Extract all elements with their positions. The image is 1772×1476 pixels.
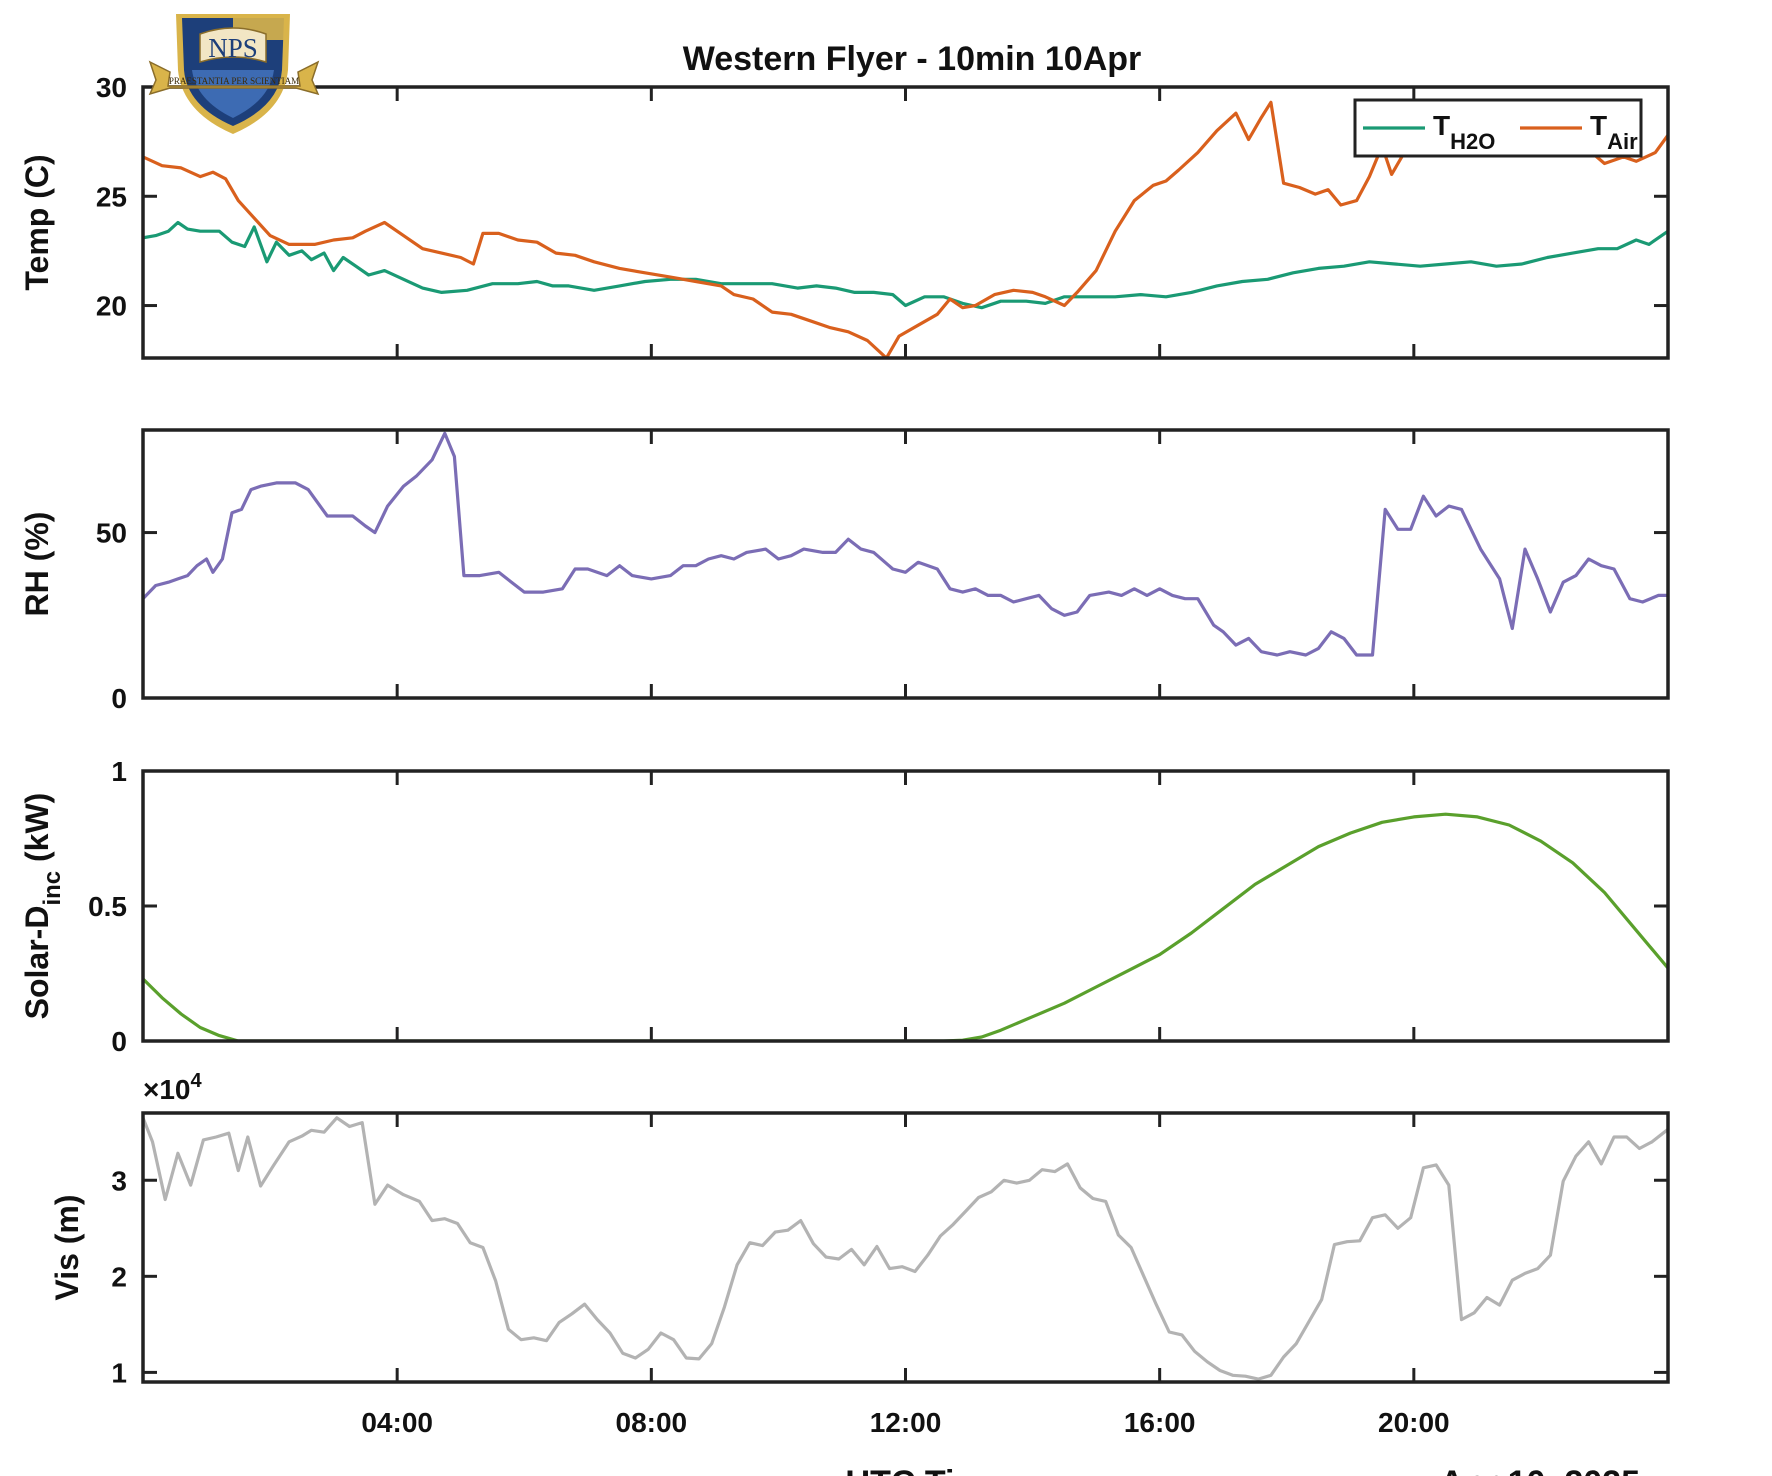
y-tick-label-temp: 25 <box>96 181 127 212</box>
panel-vis: 04:00 08:00 12:00 16:00 20:00 1 2 3 Vis (m) ×104 <box>49 1070 1670 1438</box>
axes-frame-vis <box>141 1111 1670 1384</box>
series-line-vis-0 <box>143 1116 1668 1381</box>
y-tick-label-vis: 1 <box>111 1357 127 1388</box>
logo-nps-scroll <box>199 27 267 64</box>
y-tick-label-solar: 0 <box>111 1026 127 1057</box>
axes-frame-solar <box>141 769 1670 1043</box>
y-tick-label-rh: 50 <box>96 518 127 549</box>
y-axis-label-vis: Vis (m) <box>49 1194 85 1300</box>
series-line-solar-0 <box>143 812 1668 1041</box>
logo-motto: PRAESTANTIA PER SCIENTIAM <box>169 76 299 86</box>
logo-text: NPS <box>208 33 258 63</box>
legend-label: TH2O <box>1433 110 1495 154</box>
series-line-rh-0 <box>143 431 1668 657</box>
y-tick-label-rh: 0 <box>111 683 127 714</box>
y-tick-label-temp: 20 <box>96 291 127 322</box>
legend: TH2O TAir <box>1353 98 1643 158</box>
chart-title: Western Flyer - 10min 10Apr <box>683 40 1142 78</box>
nps-logo: NPS PRAESTANTIA PER SCIENTIAM <box>148 14 320 134</box>
x-tick-label: 16:00 <box>1124 1407 1196 1438</box>
y-tick-label-temp: 30 <box>96 72 127 103</box>
x-tick-label: 20:00 <box>1378 1407 1450 1438</box>
legend-label: TAir <box>1590 110 1638 154</box>
y-tick-label-vis: 2 <box>111 1261 127 1292</box>
y-axis-label-temp: Temp (C) <box>19 154 55 290</box>
panel-rh: 0 50 RH (%) <box>19 428 1670 714</box>
logo-motto-ribbon <box>148 60 320 96</box>
x-tick-label: 12:00 <box>870 1407 942 1438</box>
logo-shield-lower <box>192 70 274 118</box>
y-multiplier-label: ×104 <box>143 1070 203 1105</box>
y-axis-label-solar: Solar-Dinc (kW) <box>19 793 66 1020</box>
x-tick-label: 08:00 <box>616 1407 688 1438</box>
series-line-temp-0 <box>143 220 1668 310</box>
y-tick-label-vis: 3 <box>111 1165 127 1196</box>
y-axis-label-rh: RH (%) <box>19 512 55 617</box>
panel-solar: 0 0.5 1 Solar-Dinc (kW) <box>19 756 1670 1057</box>
x-axis-label: UTC Ti <box>846 1464 955 1476</box>
y-tick-label-solar: 0.5 <box>88 891 127 922</box>
x-tick-label: 04:00 <box>361 1407 433 1438</box>
panels: 20 25 30 Temp (C) TH2O TAir 0 50 RH (%) 0 0.5 1 Sola… <box>19 72 1670 1438</box>
axes-frame-rh <box>141 428 1670 700</box>
y-tick-label-solar: 1 <box>111 756 127 787</box>
panel-temp: 20 25 30 Temp (C) TH2O TAir <box>19 72 1670 360</box>
